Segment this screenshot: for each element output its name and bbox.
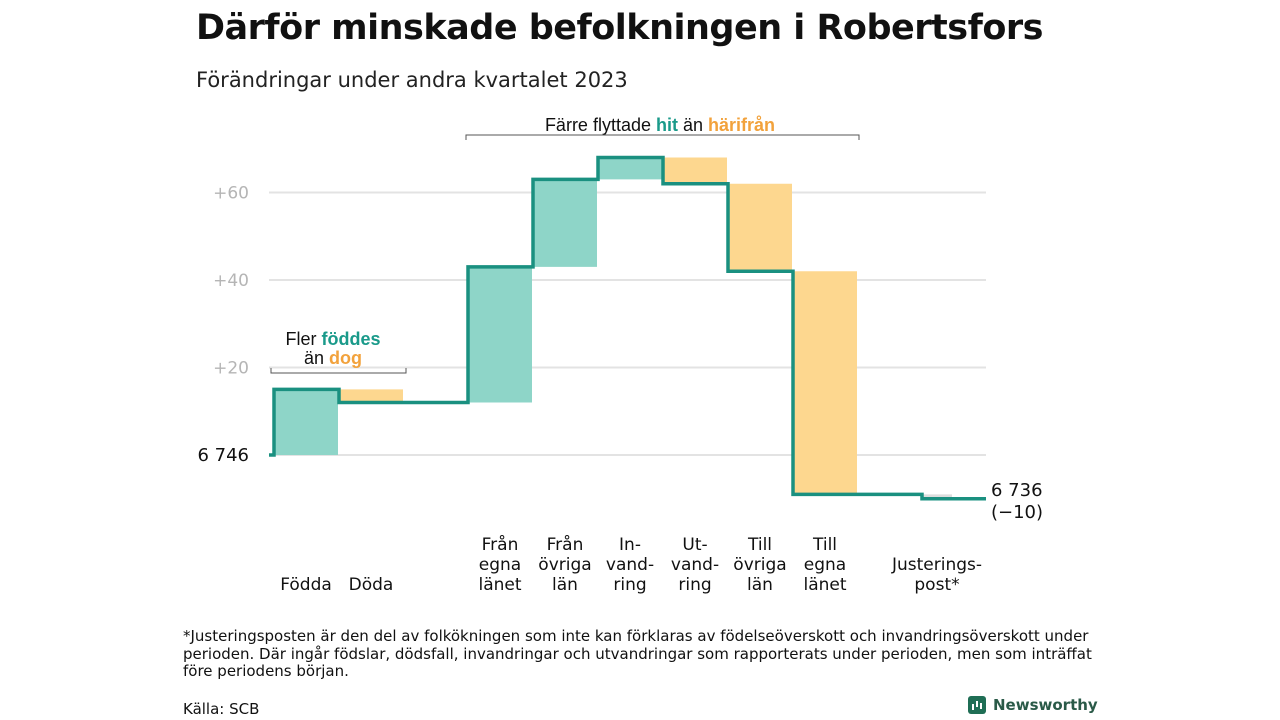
cumulative-step-line	[269, 155, 986, 501]
annotation-births-deaths-line2: än dog	[304, 348, 362, 368]
category-label-line: övriga	[538, 555, 591, 575]
category-label-line: vand-	[606, 555, 654, 575]
category-label-line: länet	[803, 575, 846, 595]
bar	[468, 266, 532, 403]
category-label: Till egna länet	[803, 535, 846, 595]
chart-subtitle: Förändringar under andra kvartalet 2023	[196, 68, 628, 92]
annotation-text-part: Fler	[285, 329, 321, 349]
category-label: Ut-vand-ring	[671, 535, 719, 595]
annotation-text-part: än	[678, 115, 708, 135]
category-label: Justerings-post*	[891, 555, 982, 595]
category-label: Från övriga län	[538, 534, 591, 595]
annotation-migration: Färre flyttade hit än härifrån	[545, 115, 775, 135]
category-label-line: Till	[812, 535, 837, 555]
category-label-line: Justerings-	[891, 555, 982, 575]
footnote: *Justeringsposten är den del av folkökni…	[183, 627, 1092, 680]
bar	[533, 179, 597, 267]
category-label-line: post*	[914, 575, 959, 595]
bar	[339, 389, 403, 403]
bar	[598, 157, 662, 180]
category-label-line: Döda	[349, 575, 394, 595]
category-label: In-vand-ring	[606, 535, 654, 595]
category-label-line: övriga	[733, 555, 786, 575]
bar	[728, 183, 792, 272]
category-label-line: länet	[478, 575, 521, 595]
bar	[922, 494, 952, 499]
annotation-text-part: dog	[329, 348, 362, 368]
category-label-line: ring	[678, 575, 711, 595]
category-label: Födda	[280, 575, 332, 595]
end-change-label: (−10)	[991, 502, 1043, 523]
category-label-line: Födda	[280, 575, 332, 595]
bar	[663, 157, 727, 184]
y-tick-label: +20	[213, 359, 249, 379]
y-tick-label: +60	[213, 184, 249, 204]
category-label: Från egna länet	[478, 534, 521, 595]
category-label: Till övriga län	[733, 535, 786, 595]
brand-logo[interactable]: Newsworthy	[968, 696, 1098, 714]
source-note: Källa: SCB	[183, 700, 260, 718]
category-label-line: Till	[747, 535, 772, 555]
end-value-label: 6 736	[991, 480, 1043, 501]
y-tick-label: +40	[213, 271, 249, 291]
bar	[274, 389, 338, 455]
annotation-text-part: härifrån	[708, 115, 775, 135]
annotation-text-part: Färre flyttade	[545, 115, 656, 135]
category-label-line: egna	[804, 555, 846, 575]
annotation-text-part: än	[304, 348, 329, 368]
annotation-births-deaths: Fler föddes	[285, 329, 380, 349]
annotation-bracket	[270, 368, 407, 374]
newsworthy-logo-icon	[968, 696, 986, 714]
category-label: Döda	[349, 575, 394, 595]
category-label-line: län	[552, 575, 578, 595]
bar	[793, 271, 857, 495]
category-label-line: ring	[613, 575, 646, 595]
brand-name: Newsworthy	[993, 696, 1098, 714]
category-label-line: Från	[482, 534, 519, 555]
annotation-bracket	[465, 134, 860, 140]
category-label-line: In-	[619, 535, 641, 555]
category-label-line: vand-	[671, 555, 719, 575]
category-label-line: egna	[479, 555, 521, 575]
chart-title: Därför minskade befolkningen i Robertsfo…	[196, 8, 1043, 48]
category-label-line: län	[747, 575, 773, 595]
annotation-text-part: föddes	[321, 329, 380, 349]
category-label-line: Ut-	[682, 535, 707, 555]
annotation-text-part: hit	[656, 115, 678, 135]
start-value-label: 6 746	[197, 445, 249, 466]
category-label-line: Från	[547, 534, 584, 555]
